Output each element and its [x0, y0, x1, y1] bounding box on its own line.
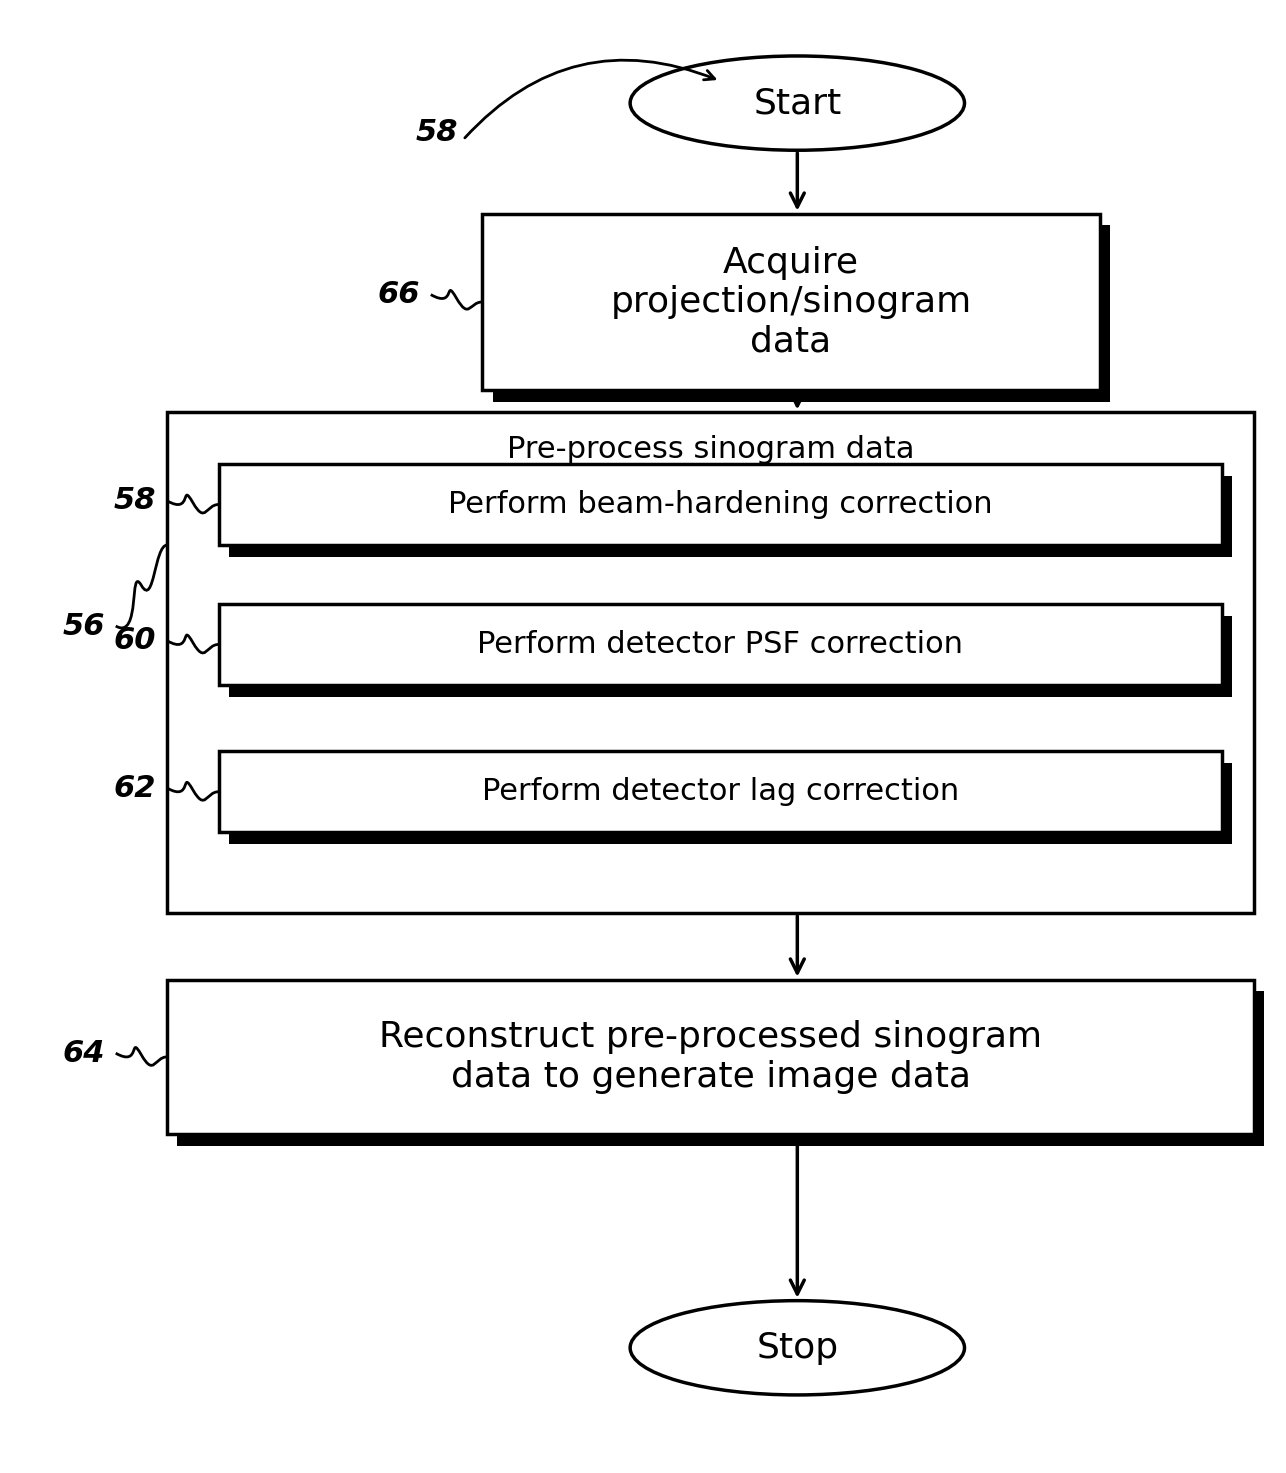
Text: 60: 60 — [113, 626, 157, 655]
Text: 64: 64 — [62, 1038, 105, 1068]
Text: Acquire
projection/sinogram
data: Acquire projection/sinogram data — [611, 246, 971, 358]
Text: Start: Start — [754, 85, 841, 121]
Text: Reconstruct pre-processed sinogram
data to generate image data: Reconstruct pre-processed sinogram data … — [379, 1021, 1042, 1093]
Bar — [219, 464, 1222, 545]
Text: 58: 58 — [415, 118, 459, 147]
Text: Perform detector lag correction: Perform detector lag correction — [481, 778, 959, 806]
Bar — [219, 604, 1222, 685]
Bar — [229, 763, 1232, 844]
Ellipse shape — [630, 56, 964, 150]
Bar — [229, 476, 1232, 557]
Bar — [177, 991, 1264, 1146]
Bar — [219, 751, 1222, 832]
Text: Pre-process sinogram data: Pre-process sinogram data — [507, 435, 914, 464]
Bar — [482, 214, 1100, 390]
Text: 62: 62 — [113, 773, 157, 803]
Text: 58: 58 — [113, 486, 157, 516]
Text: 56: 56 — [62, 611, 105, 641]
Bar — [229, 616, 1232, 697]
Text: Perform detector PSF correction: Perform detector PSF correction — [477, 630, 963, 658]
Text: Perform beam-hardening correction: Perform beam-hardening correction — [448, 491, 993, 518]
Bar — [493, 225, 1110, 402]
Text: Stop: Stop — [756, 1330, 838, 1365]
Bar — [167, 980, 1254, 1134]
Ellipse shape — [630, 1301, 964, 1395]
Text: 66: 66 — [377, 280, 421, 309]
Bar — [167, 412, 1254, 913]
